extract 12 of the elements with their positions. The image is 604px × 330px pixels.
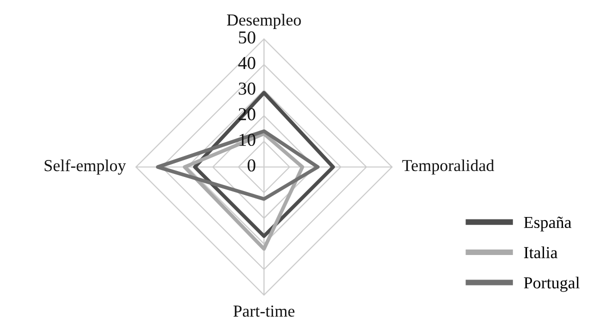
y-tick-label: 50 [238, 31, 256, 44]
y-tick-label: 0 [248, 159, 256, 172]
y-tick-label: 30 [238, 82, 256, 95]
legend-label: España [524, 216, 572, 232]
spoke-label: Temporalidad [402, 159, 494, 175]
spoke-label: Desempleo [226, 14, 301, 29]
y-tick-label: 40 [238, 56, 256, 70]
spoke-label: Part-time [233, 306, 294, 317]
y-tick-label: 10 [240, 134, 256, 146]
legend-label: Portugal [524, 276, 580, 292]
spoke-label: Self-employ [44, 159, 126, 175]
legend-label: Italia [524, 246, 558, 258]
